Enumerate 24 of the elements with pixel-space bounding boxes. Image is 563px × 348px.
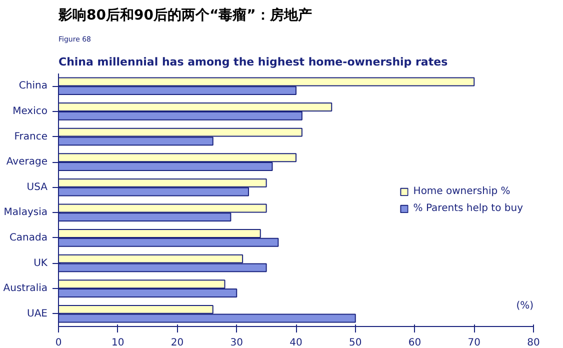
y-tick-label: USA bbox=[26, 182, 48, 193]
y-tick-label: Mexico bbox=[12, 106, 48, 117]
x-tick-label: 30 bbox=[230, 338, 243, 348]
chart-subtitle: China millennial has among the highest home-ownership rates bbox=[58, 56, 448, 68]
legend-label: % Parents help to buy bbox=[413, 202, 523, 214]
y-tick-label: China bbox=[18, 80, 48, 92]
x-axis-title: (%) bbox=[516, 300, 534, 312]
y-tick-label: UAE bbox=[27, 308, 48, 320]
x-tick-label: 40 bbox=[290, 338, 302, 348]
x-tick-label: 60 bbox=[408, 338, 422, 348]
x-tick-label: 80 bbox=[527, 338, 540, 348]
y-tick-label: France bbox=[14, 131, 48, 142]
y-tick-label: Malaysia bbox=[4, 207, 48, 218]
chart-title: 影响80后和90后的两个“毒瘤”：房地产 bbox=[58, 6, 312, 24]
y-tick-label: Australia bbox=[3, 283, 48, 294]
x-tick-label: 50 bbox=[349, 338, 362, 348]
y-tick-label: Canada bbox=[9, 232, 48, 244]
x-tick-label: 10 bbox=[112, 338, 124, 348]
y-tick-label: Average bbox=[6, 156, 48, 168]
x-tick-label: 0 bbox=[55, 338, 62, 348]
x-tick-label: 20 bbox=[170, 338, 184, 348]
x-tick-label: 70 bbox=[468, 338, 480, 348]
legend-label: Home ownership % bbox=[413, 186, 510, 196]
y-tick-label: UK bbox=[34, 258, 48, 269]
